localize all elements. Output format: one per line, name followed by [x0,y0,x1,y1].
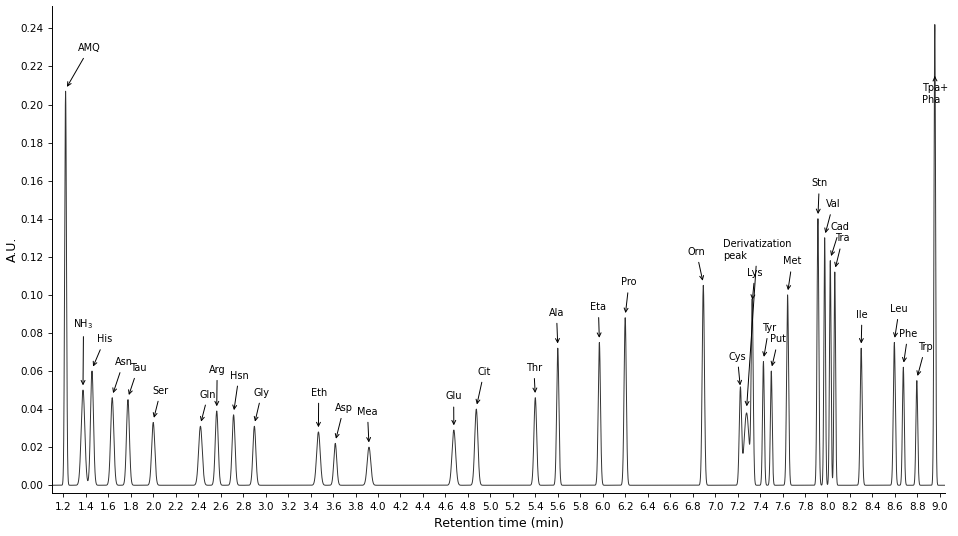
X-axis label: Retention time (min): Retention time (min) [434,517,563,531]
Text: Mea: Mea [357,407,377,442]
Text: Glu: Glu [445,391,462,425]
Text: Derivatization
peak: Derivatization peak [723,239,791,405]
Text: Tra: Tra [834,234,850,266]
Text: Ala: Ala [549,308,564,343]
Text: Asp: Asp [334,403,353,438]
Text: Ser: Ser [152,386,169,417]
Text: Gly: Gly [254,388,270,421]
Text: Tpa+
Pha: Tpa+ Pha [923,77,948,105]
Text: Cad: Cad [831,222,850,255]
Text: His: His [93,334,112,366]
Text: Tyr: Tyr [762,323,776,356]
Text: Stn: Stn [811,178,828,213]
Text: Leu: Leu [890,304,908,337]
Text: Lys: Lys [747,268,763,299]
Y-axis label: A.U.: A.U. [6,236,18,262]
Text: Cys: Cys [729,352,746,384]
Text: Val: Val [825,199,840,232]
Text: Cit: Cit [476,367,490,404]
Text: Eta: Eta [590,302,606,337]
Text: Eth: Eth [310,388,327,426]
Text: Orn: Orn [688,247,705,280]
Text: Ile: Ile [856,310,868,343]
Text: Phe: Phe [899,329,917,361]
Text: Put: Put [770,334,787,366]
Text: Trp: Trp [917,342,933,375]
Text: Asn: Asn [113,357,132,392]
Text: Thr: Thr [526,363,542,392]
Text: NH$_3$: NH$_3$ [74,317,94,384]
Text: Pro: Pro [622,277,637,312]
Text: Gln: Gln [200,390,217,421]
Text: AMQ: AMQ [67,43,101,86]
Text: Hsn: Hsn [230,370,248,409]
Text: Arg: Arg [209,365,225,405]
Text: Met: Met [783,256,802,289]
Text: Tau: Tau [128,363,147,394]
